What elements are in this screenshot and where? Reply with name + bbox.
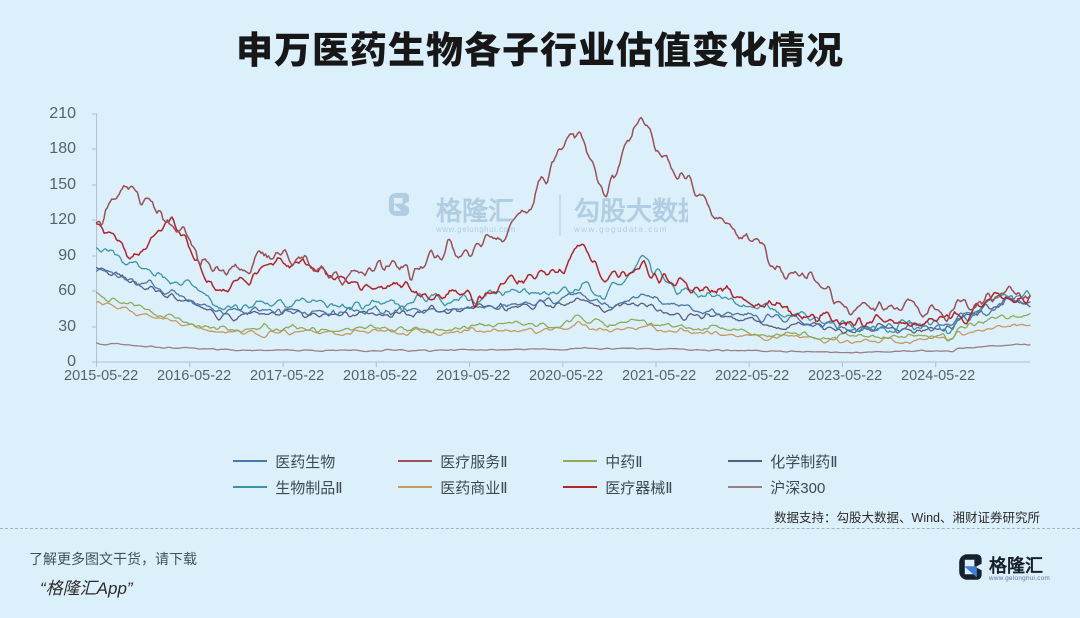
svg-text:www.gogudata.com: www.gogudata.com [573, 225, 668, 234]
svg-text:勾股大数据: 勾股大数据 [574, 196, 688, 226]
svg-text:www.gelonghui.com: www.gelonghui.com [988, 575, 1050, 582]
svg-text:格隆汇: 格隆汇 [436, 196, 514, 226]
svg-text:www.gelonghui.com: www.gelonghui.com [435, 225, 516, 234]
svg-text:格隆汇: 格隆汇 [989, 555, 1043, 576]
